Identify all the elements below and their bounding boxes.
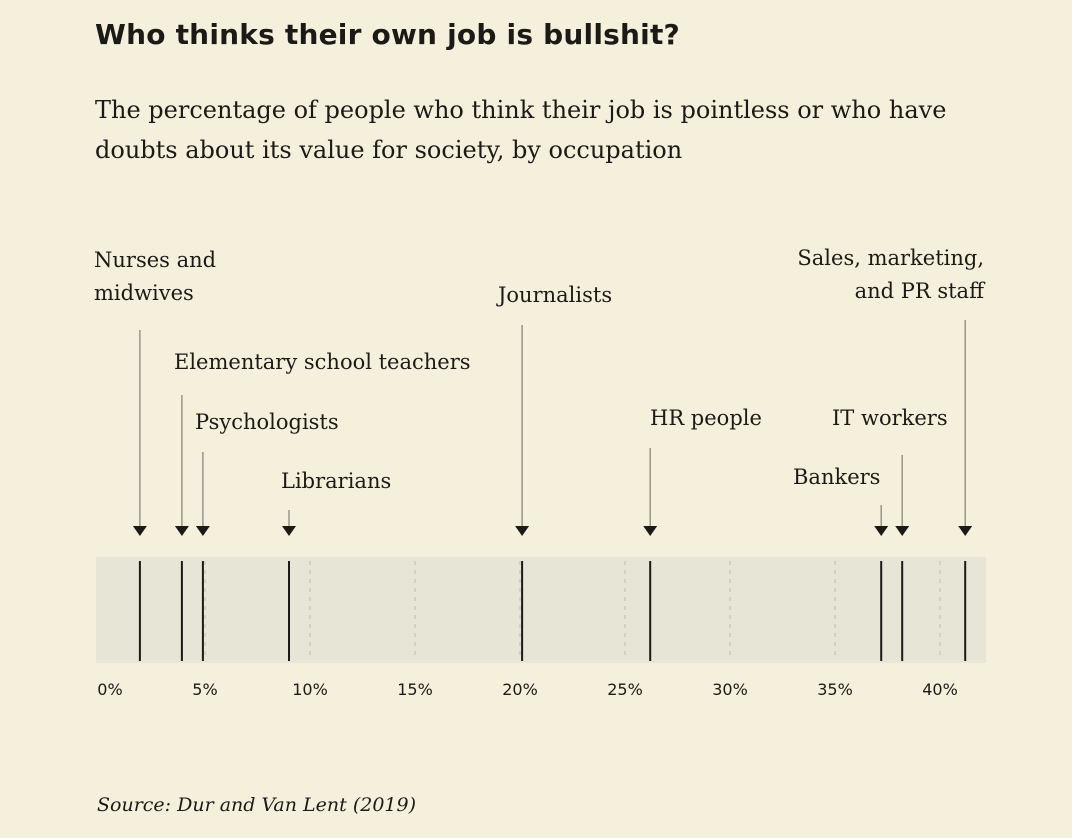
arrow-head — [132, 526, 147, 536]
x-tick-label: 20% — [502, 680, 538, 699]
arrow-head — [895, 526, 910, 536]
occupation-label: Nurses and midwives — [94, 248, 217, 305]
occupation-label: IT workers — [832, 406, 948, 430]
x-tick-label: 40% — [922, 680, 958, 699]
occupation-label: HR people — [650, 406, 762, 430]
arrow-head — [515, 526, 530, 536]
arrow-head — [195, 526, 210, 536]
source-note: Source: Dur and Van Lent (2019) — [97, 794, 416, 816]
occupation-label: Journalists — [498, 283, 613, 307]
arrow-head — [643, 526, 658, 536]
occupation-label: Elementary school teachers — [174, 350, 471, 374]
chart-band — [96, 557, 986, 663]
arrow-head — [282, 526, 296, 536]
x-tick-label: 10% — [292, 680, 328, 699]
x-tick-label: 5% — [192, 680, 217, 699]
chart-title: Who thinks their own job is bullshit? — [95, 18, 680, 51]
x-tick-label: 0% — [97, 680, 122, 699]
x-tick-label: 15% — [397, 680, 433, 699]
x-tick-label: 25% — [607, 680, 643, 699]
x-tick-label: 35% — [817, 680, 853, 699]
x-tick-label: 30% — [712, 680, 748, 699]
occupation-label: Librarians — [281, 469, 392, 493]
arrow-head — [874, 526, 889, 536]
occupation-label: Bankers — [793, 465, 881, 489]
arrow-head — [174, 526, 189, 536]
occupation-label: Sales, marketing, and PR staff — [797, 246, 984, 303]
chart-subtitle: The percentage of people who think their… — [95, 96, 947, 164]
arrow-head — [958, 526, 973, 536]
occupation-label: Psychologists — [195, 410, 339, 434]
